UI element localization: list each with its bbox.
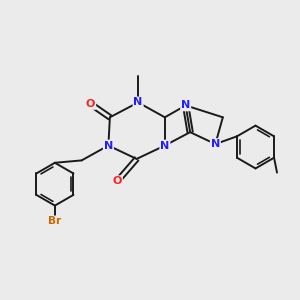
Text: N: N xyxy=(104,140,113,151)
Text: Br: Br xyxy=(48,216,62,226)
Text: N: N xyxy=(181,100,190,110)
Text: N: N xyxy=(160,140,170,151)
Text: N: N xyxy=(134,98,143,107)
Text: O: O xyxy=(86,99,95,109)
Text: N: N xyxy=(211,139,220,149)
Text: O: O xyxy=(112,176,122,186)
